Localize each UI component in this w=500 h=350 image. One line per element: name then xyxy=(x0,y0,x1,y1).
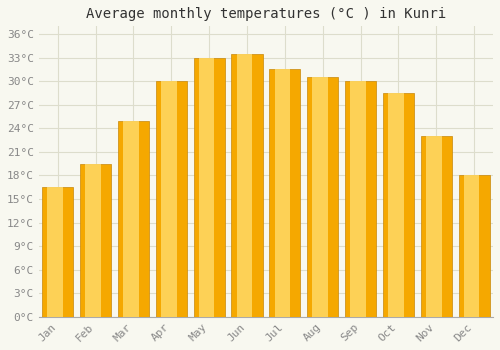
Bar xyxy=(312,77,328,317)
Bar xyxy=(237,54,252,317)
Bar xyxy=(86,164,101,317)
Bar xyxy=(48,187,63,317)
Bar xyxy=(123,120,138,317)
Bar xyxy=(80,164,111,317)
Bar xyxy=(42,187,74,317)
Bar xyxy=(383,93,414,317)
Bar xyxy=(232,54,262,317)
Title: Average monthly temperatures (°C ) in Kunri: Average monthly temperatures (°C ) in Ku… xyxy=(86,7,446,21)
Bar xyxy=(464,175,479,317)
Bar xyxy=(161,81,176,317)
Bar xyxy=(388,93,404,317)
Bar xyxy=(307,77,338,317)
Bar xyxy=(350,81,366,317)
Bar xyxy=(274,69,290,317)
Bar xyxy=(270,69,300,317)
Bar xyxy=(345,81,376,317)
Bar xyxy=(458,175,490,317)
Bar xyxy=(199,58,214,317)
Bar xyxy=(118,120,149,317)
Bar xyxy=(194,58,224,317)
Bar xyxy=(426,136,442,317)
Bar xyxy=(421,136,452,317)
Bar xyxy=(156,81,187,317)
